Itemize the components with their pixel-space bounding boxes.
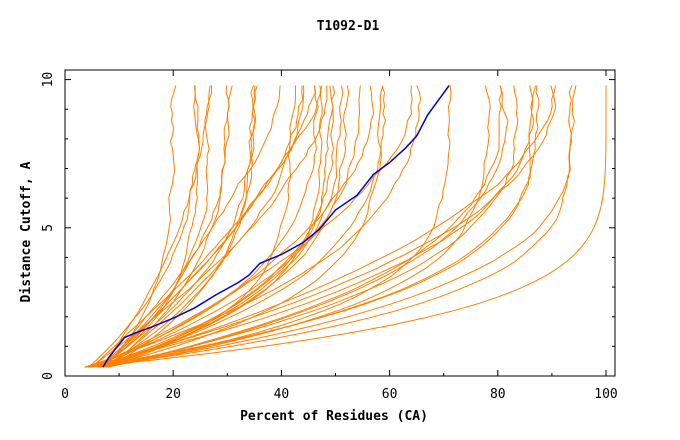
model-curve	[90, 85, 573, 368]
model-curve	[89, 85, 319, 368]
model-curve	[97, 85, 556, 368]
plot-lines	[84, 85, 607, 368]
model-curve	[88, 85, 557, 368]
model-curve	[99, 85, 577, 368]
y-axis-label: Distance Cutoff, A	[19, 161, 34, 302]
model-curve	[95, 85, 336, 368]
x-tick-label: 0	[61, 387, 69, 402]
model-curve	[107, 85, 233, 368]
model-curve	[105, 85, 350, 368]
axis-ticks: 0 20 40 60 80 100 0 5 10	[41, 70, 618, 402]
model-curve	[99, 85, 201, 368]
model-curve	[90, 85, 361, 368]
model-curve	[104, 85, 281, 368]
model-curve	[102, 85, 519, 368]
x-tick-label: 100	[594, 387, 617, 402]
model-curve	[104, 85, 334, 368]
model-curve	[98, 85, 230, 368]
y-tick-label: 10	[41, 72, 56, 88]
x-tick-label: 60	[382, 387, 398, 402]
x-axis-label: Percent of Residues (CA)	[240, 409, 428, 424]
chart-title: T1092-D1	[317, 19, 380, 34]
model-curve	[90, 85, 328, 368]
model-curve	[87, 85, 537, 368]
model-curve	[100, 85, 375, 368]
x-tick-label: 20	[165, 387, 181, 402]
model-curve	[107, 85, 509, 368]
plot-frame	[64, 69, 616, 377]
model-curve	[104, 85, 177, 368]
model-curve	[106, 85, 305, 368]
x-tick-label: 40	[274, 387, 290, 402]
x-tick-label: 80	[490, 387, 506, 402]
model-curve	[101, 85, 211, 368]
model-curve	[100, 85, 452, 368]
model-curve	[94, 85, 413, 368]
y-tick-label: 0	[41, 372, 56, 380]
model-curve	[98, 85, 387, 368]
y-tick-label: 5	[41, 224, 56, 232]
model-curve	[84, 85, 534, 368]
model-curve	[84, 85, 607, 368]
highlight-curve	[102, 85, 450, 368]
model-curve	[108, 85, 296, 368]
model-curve	[96, 85, 256, 368]
model-curve	[84, 85, 422, 368]
model-curve	[105, 85, 491, 368]
model-curve	[108, 85, 503, 368]
